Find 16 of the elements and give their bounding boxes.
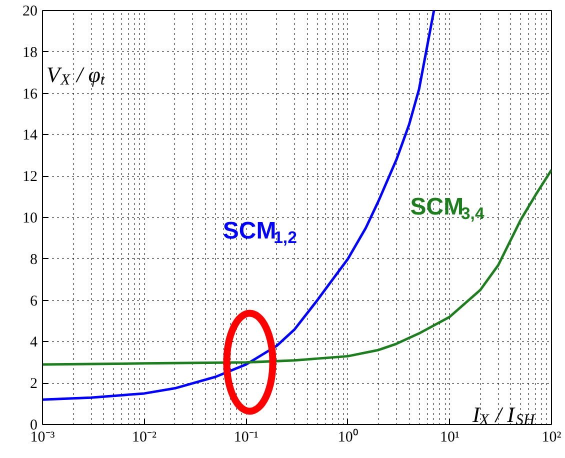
x-tick-label: 10⁻¹ xyxy=(234,430,258,446)
y-tick-label: 20 xyxy=(22,4,38,20)
x-tick-label: 10⁰ xyxy=(338,428,358,446)
x-tick-label: 10⁻² xyxy=(132,430,158,446)
y-tick-label: 10 xyxy=(22,210,38,226)
y-tick-label: 8 xyxy=(30,252,38,268)
x-tick-label: 10² xyxy=(542,430,562,446)
y-tick-label: 16 xyxy=(22,86,38,102)
y-tick-label: 2 xyxy=(30,376,38,392)
y-tick-label: 6 xyxy=(30,293,38,310)
y-tick-label: 4 xyxy=(30,334,38,351)
x-tick-label: 10¹ xyxy=(440,430,460,446)
y-tick-label: 18 xyxy=(22,44,38,61)
y-tick-label: 12 xyxy=(22,169,38,186)
x-tick-label: 10⁻³ xyxy=(30,430,56,446)
y-tick-label: 14 xyxy=(22,128,38,144)
